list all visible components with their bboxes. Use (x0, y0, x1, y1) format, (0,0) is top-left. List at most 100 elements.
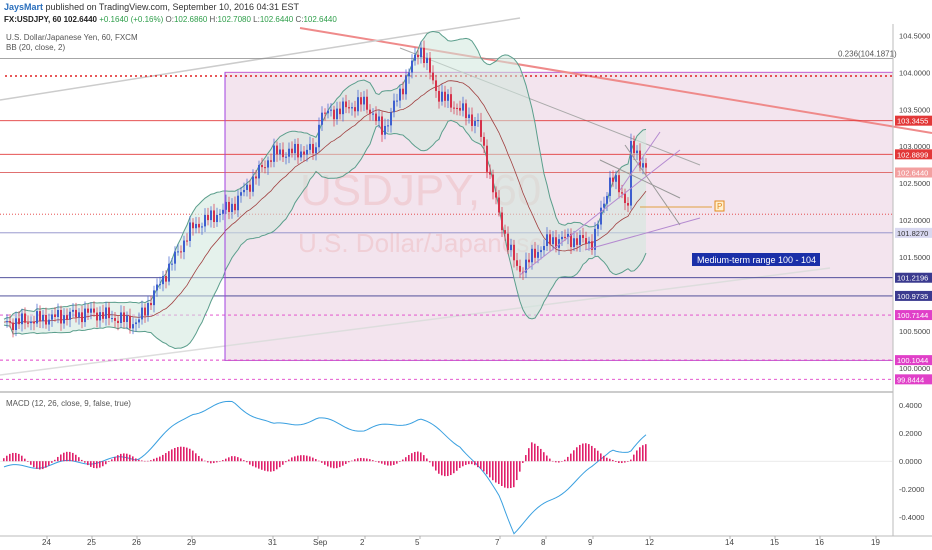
fan-line-2 (624, 144, 681, 226)
candle-body-90 (273, 145, 275, 162)
macd-hist-bar-183 (552, 460, 554, 462)
candle-body-108 (327, 110, 329, 114)
macd-hist-bar-58 (177, 447, 179, 462)
macd-hist-bar-24 (75, 454, 77, 462)
candle-body-127 (384, 125, 386, 135)
macd-hist-bar-74 (225, 458, 227, 462)
candle-body-192 (579, 235, 581, 245)
candle-body-89 (270, 160, 272, 162)
macd-hist-bar-146 (441, 461, 443, 476)
macd-hist-bar-106 (321, 461, 323, 463)
candle-body-133 (402, 88, 404, 95)
macd-hist-bar-0 (3, 458, 5, 462)
candle-body-35 (108, 307, 110, 319)
price-tick-7: 100.5000 (899, 327, 930, 336)
macd-hist-bar-202 (609, 458, 611, 462)
candle-body-177 (534, 248, 536, 258)
macd-hist-bar-111 (336, 461, 338, 469)
macd-hist-bar-128 (387, 461, 389, 466)
macd-hist-bar-19 (60, 454, 62, 462)
candle-body-186 (561, 236, 563, 240)
macd-hist-bar-81 (246, 461, 248, 463)
time-tick-12: 14 (725, 538, 734, 547)
price-tag-8: 99.8444 (897, 375, 924, 384)
candle-body-200 (603, 203, 605, 208)
candle-body-40 (123, 312, 125, 322)
macd-hist-bar-117 (354, 459, 356, 462)
price-tag-bg-2 (895, 167, 932, 178)
macd-hist-bar-112 (339, 461, 341, 468)
macd-hist-bar-33 (102, 461, 104, 467)
candle-body-210 (633, 140, 635, 154)
macd-hist-bar-34 (105, 461, 107, 465)
candle-body-39 (120, 312, 122, 323)
time-tick-7: 5 (415, 538, 420, 547)
candle-body-69 (210, 210, 212, 221)
candle-body-162 (489, 171, 491, 175)
author-link[interactable]: JaysMart (4, 2, 44, 12)
macd-hist-bar-69 (210, 461, 212, 464)
macd-hist-bar-101 (306, 455, 308, 462)
candle-body-29 (90, 308, 92, 313)
macd-hist-bar-28 (87, 461, 89, 466)
macd-hist-bar-207 (624, 461, 626, 463)
macd-hist-bar-95 (288, 459, 290, 462)
candle-body-47 (144, 307, 146, 316)
macd-hist-bar-113 (342, 461, 344, 466)
publish-header: JaysMart published on TradingView.com, S… (0, 0, 932, 20)
candle-body-102 (309, 143, 311, 150)
candle-body-82 (249, 184, 251, 192)
candle-body-64 (195, 223, 197, 229)
macd-hist-bar-126 (381, 461, 383, 464)
candle-body-163 (492, 174, 494, 193)
macd-hist-bar-90 (273, 461, 275, 472)
candle-body-50 (153, 290, 155, 306)
candle-body-62 (189, 222, 191, 241)
quote-last: 102.6440 (63, 15, 97, 24)
macd-hist-bar-47 (144, 460, 146, 462)
candles (6, 40, 647, 338)
macd-hist-bar-38 (117, 455, 119, 462)
macd-hist-bar-41 (126, 453, 128, 462)
candle-body-194 (585, 238, 587, 244)
macd-hist-bar-83 (252, 461, 254, 467)
macd-hist-bar-114 (345, 461, 347, 465)
range-label-box (692, 253, 820, 266)
candle-body-46 (141, 307, 143, 320)
macd-hist-bar-116 (351, 460, 353, 462)
macd-hist-bar-195 (588, 444, 590, 462)
macd-hist-bar-32 (99, 461, 101, 468)
quote-c-label: C: (295, 15, 304, 24)
candle-body-28 (87, 308, 89, 313)
macd-hist-bar-35 (108, 461, 110, 462)
candle-body-34 (105, 307, 107, 319)
candle-body-183 (552, 237, 554, 245)
candle-body-1 (6, 321, 8, 323)
candle-body-65 (198, 223, 200, 228)
macd-hist-bar-194 (585, 443, 587, 462)
macd-hist-bar-3 (12, 452, 14, 462)
candle-body-36 (111, 318, 113, 320)
candle-body-159 (480, 120, 482, 137)
macd-hist-bar-141 (426, 458, 428, 462)
candle-body-57 (174, 251, 176, 264)
candle-body-51 (156, 284, 158, 291)
quote-symbol[interactable]: FX:USDJPY, 60 (4, 15, 62, 24)
macd-hist-bar-172 (519, 461, 521, 472)
candle-body-66 (201, 226, 203, 228)
macd-hist-bar-140 (423, 455, 425, 462)
quote-h-label: H: (209, 15, 218, 24)
macd-pane: 0.4000 0.2000 0.0000 -0.2000 -0.4000 (0, 400, 924, 535)
macd-hist-bar-174 (525, 455, 527, 462)
candle-body-18 (57, 310, 59, 317)
macd-hist-bar-39 (120, 453, 122, 462)
candle-body-156 (471, 114, 473, 126)
upper-trend-line-ext (329, 17, 521, 49)
price-tag-bg-5 (895, 290, 932, 301)
candle-body-151 (456, 107, 458, 109)
macd-hist-bar-184 (555, 461, 557, 463)
quote-o-label: O: (165, 15, 174, 24)
candle-body-5 (18, 318, 20, 325)
candle-body-139 (420, 47, 422, 58)
